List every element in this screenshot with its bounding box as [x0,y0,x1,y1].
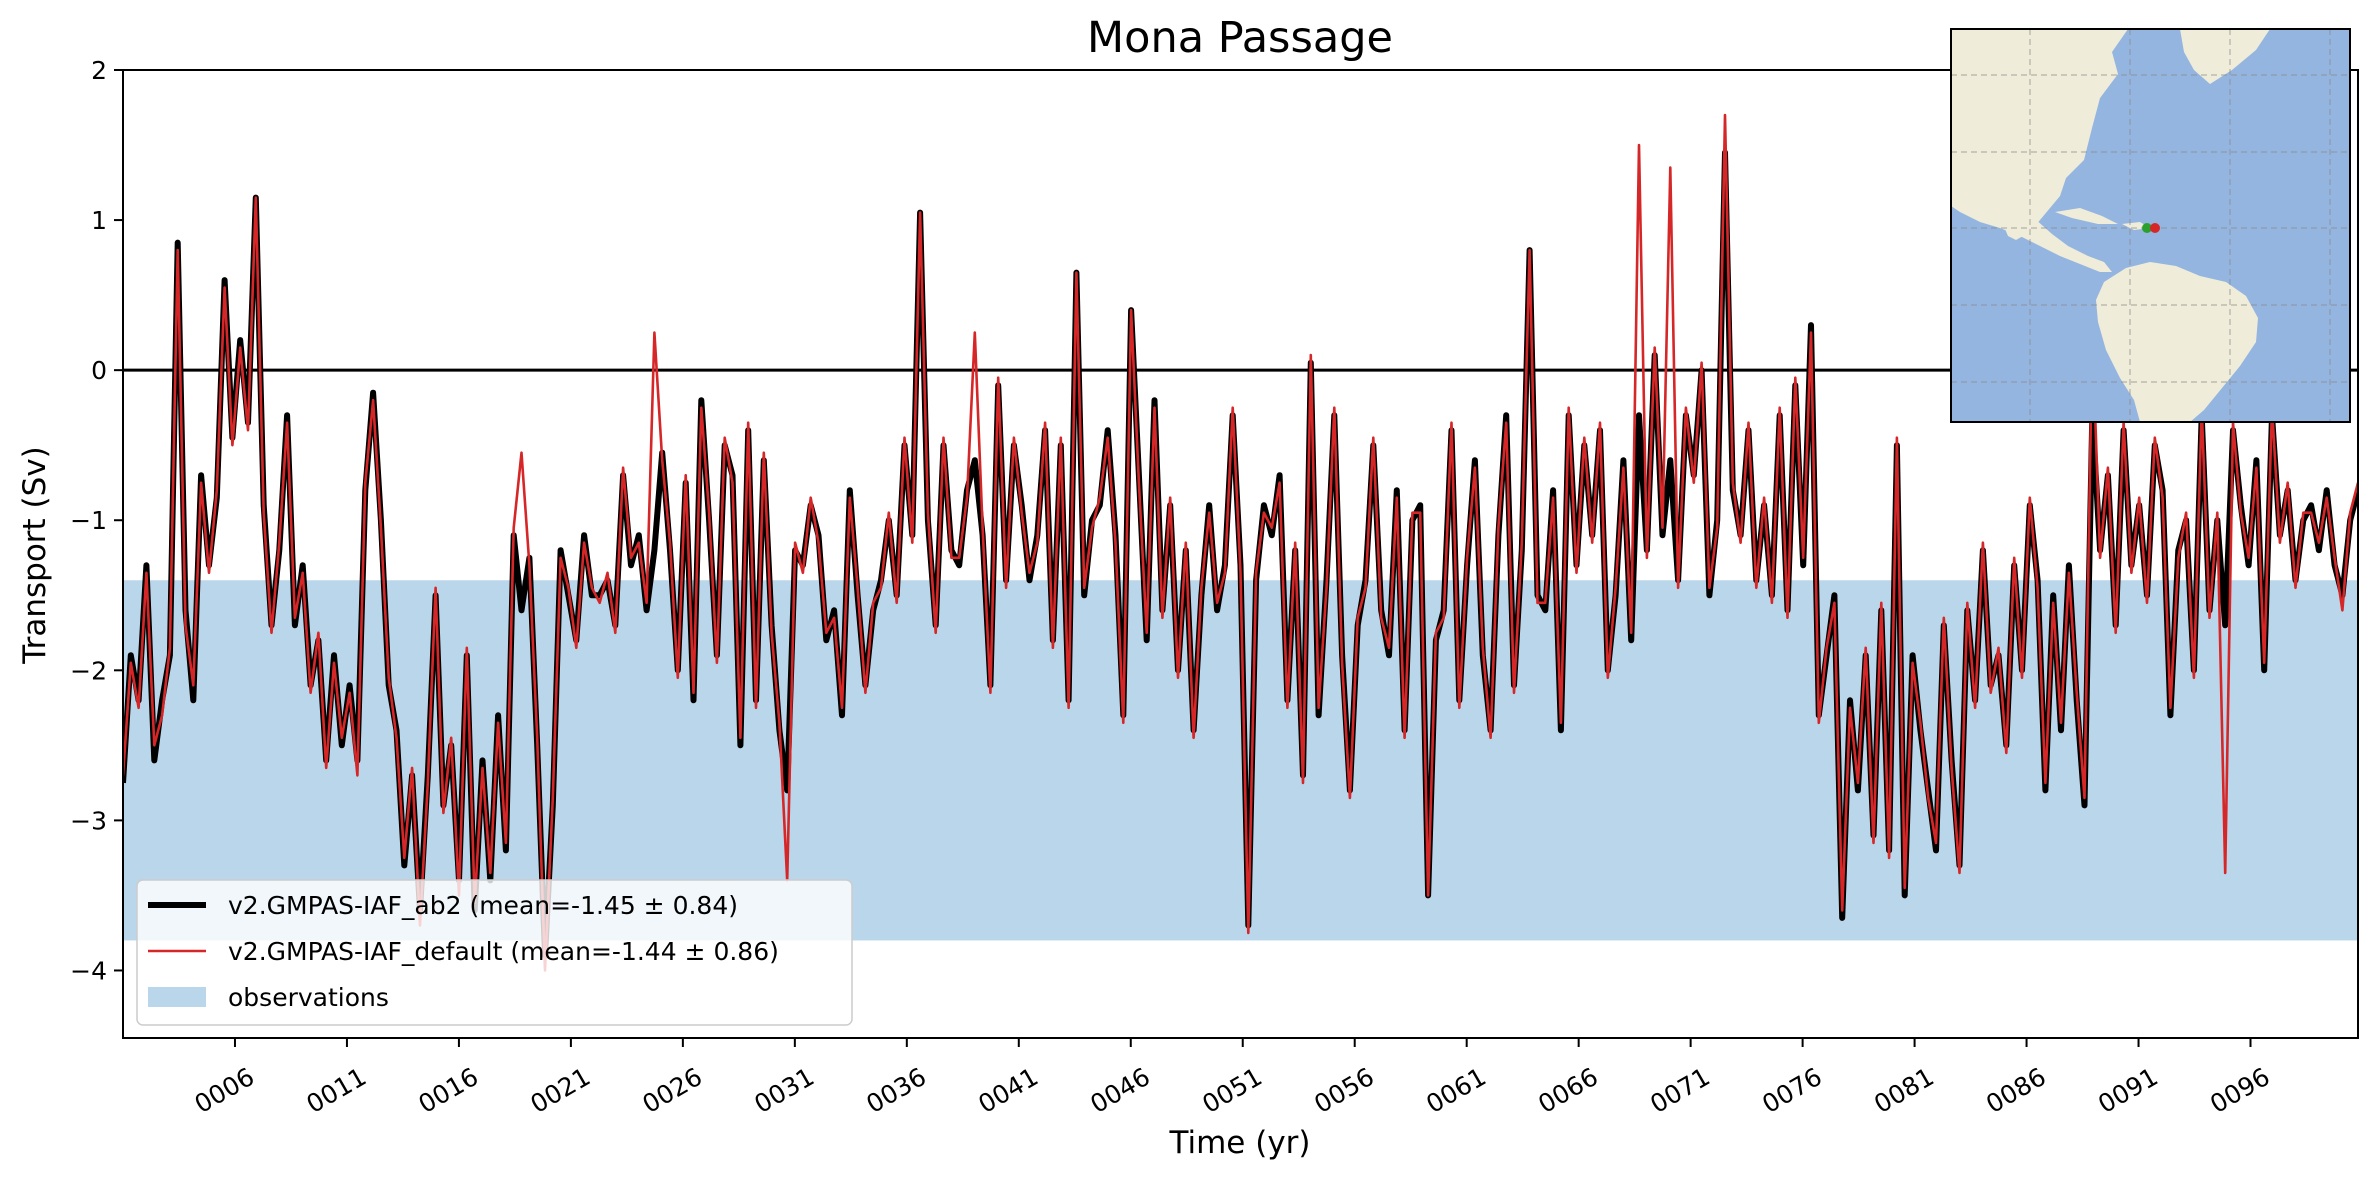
y-axis: 2 1 0 −1 −2 −3 −4 [70,56,123,985]
y-tick-label: 0 [91,356,107,385]
legend-label-default: v2.GMPAS-IAF_default (mean=-1.44 ± 0.86) [228,937,779,966]
y-tick-label: −3 [70,806,107,835]
inset-map-frame [1950,28,2351,423]
x-tick-label: 0066 [1533,1062,1603,1119]
x-tick-label: 0006 [190,1062,260,1119]
legend-label-observations: observations [228,983,389,1012]
x-tick-label: 0036 [861,1062,931,1119]
inset-map-gridlines [1951,29,2350,422]
x-axis-label: Time (yr) [1169,1125,1311,1161]
x-tick-label: 0041 [973,1062,1043,1119]
y-tick-label: 2 [91,56,107,85]
inset-map-marker-green [2142,223,2152,233]
y-tick-label: 1 [91,206,107,235]
x-tick-label: 0086 [1981,1062,2051,1119]
x-tick-label: 0051 [1197,1062,1267,1119]
x-tick-label: 0071 [1645,1062,1715,1119]
legend-swatch-observations [148,987,206,1007]
axes-frame [122,69,2359,1039]
x-tick-label: 0056 [1309,1062,1379,1119]
x-tick-label: 0011 [302,1062,372,1119]
x-axis: 0006 0011 0016 0021 0026 0031 0036 0041 0046 0051… [190,1038,2275,1119]
x-tick-label: 0031 [749,1062,819,1119]
series-line-default [123,113,2358,972]
x-tick-label: 0091 [2093,1062,2163,1119]
legend-label-ab2: v2.GMPAS-IAF_ab2 (mean=-1.45 ± 0.84) [228,891,738,920]
central-america-land [1951,150,2112,272]
x-tick-label: 0016 [414,1062,484,1119]
y-axis-label: Transport (Sv) [17,446,53,665]
legend: v2.GMPAS-IAF_ab2 (mean=-1.45 ± 0.84) v2.… [136,879,853,1026]
greenland-land [2180,29,2270,84]
x-tick-label: 0061 [1421,1062,1491,1119]
x-tick-label: 0046 [1085,1062,1155,1119]
x-tick-label: 0081 [1869,1062,1939,1119]
x-tick-label: 0026 [637,1062,707,1119]
y-tick-label: −1 [70,506,107,535]
inset-map [1950,28,2351,423]
y-tick-label: −4 [70,956,107,985]
x-tick-label: 0021 [525,1062,595,1119]
y-tick-label: −2 [70,656,107,685]
legend-box [136,879,853,1026]
inset-map-marker-red [2150,223,2160,233]
cuba-land [2055,208,2118,224]
chart-title: Mona Passage [1087,13,1393,63]
x-tick-label: 0096 [2205,1062,2275,1119]
x-tick-label: 0076 [1757,1062,1827,1119]
